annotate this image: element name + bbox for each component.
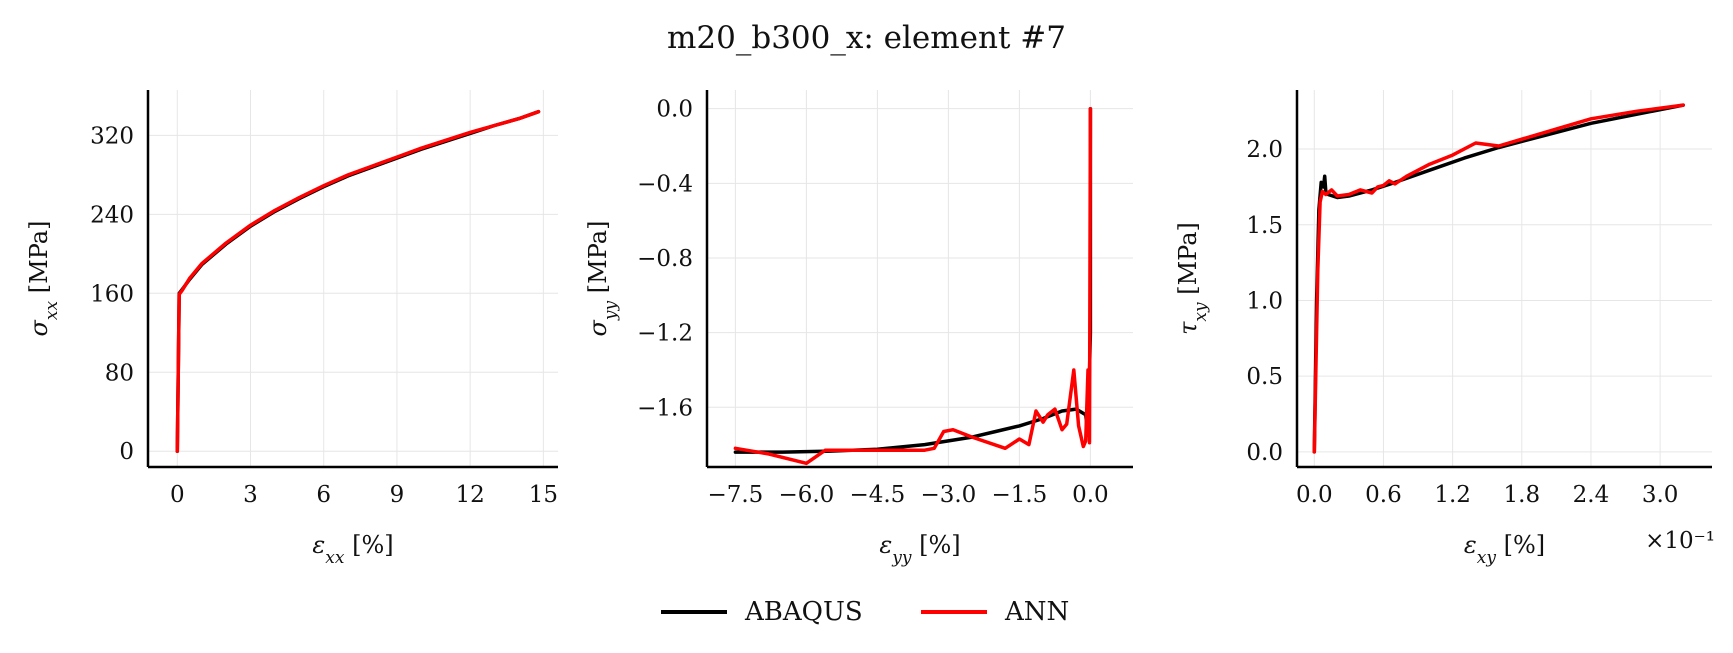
legend-item-abaqus: ABAQUS (661, 592, 863, 632)
series-line-abaqus-txy (1312, 103, 1685, 454)
x-tick-label-sxx-3: 9 (390, 482, 405, 508)
series-line-abaqus-sxx (175, 109, 541, 453)
x-tick-label-txy-5: 3.0 (1642, 482, 1679, 508)
legend-item-ann: ANN (921, 592, 1069, 632)
legend-line-abaqus (661, 610, 727, 614)
y-axis-label-txy: τxy [MPa] (1174, 222, 1211, 335)
chart-panel-sxx: 0 3 6 9 12 15 0 80 160 240 320 εxx [%] σxx [MPa] (25, 90, 558, 568)
y-tick-label-syy-3: −1.2 (637, 321, 693, 347)
y-tick-label-sxx-2: 160 (90, 281, 134, 307)
y-tick-label-txy-4: 2.0 (1246, 137, 1283, 163)
x-tick-label-txy-0: 0.0 (1296, 482, 1333, 508)
figure-title: m20_b300_x: element #7 (667, 20, 1066, 56)
x-tick-label-syy-4: −1.5 (991, 482, 1047, 508)
y-tick-label-sxx-1: 80 (105, 360, 134, 386)
x-tick-label-syy-5: 0.0 (1072, 482, 1109, 508)
y-tick-label-syy-4: −1.6 (637, 395, 693, 421)
x-axis-label-txy: εxy [%] (1464, 531, 1545, 568)
y-tick-label-syy-0: 0.0 (656, 97, 693, 123)
x-axis-label-syy: εyy [%] (879, 531, 960, 568)
y-axis-label-sxx: σxx [MPa] (25, 221, 62, 337)
y-tick-label-sxx-3: 240 (90, 202, 134, 228)
x-tick-label-syy-0: −7.5 (707, 482, 763, 508)
legend-label-abaqus: ABAQUS (745, 597, 863, 627)
x-tick-label-sxx-0: 0 (170, 482, 185, 508)
y-tick-label-txy-3: 1.5 (1246, 213, 1283, 239)
legend-label-ann: ANN (1005, 597, 1070, 627)
x-tick-label-txy-4: 2.4 (1573, 482, 1610, 508)
legend: ABAQUS ANN (0, 592, 1733, 632)
x-tick-label-txy-1: 0.6 (1365, 482, 1402, 508)
y-axis-label-syy: σyy [MPa] (584, 221, 621, 337)
x-tick-label-syy-2: −4.5 (849, 482, 905, 508)
x-tick-label-sxx-1: 3 (243, 482, 258, 508)
y-tick-label-syy-1: −0.4 (637, 171, 693, 197)
series-line-ann-sxx (175, 109, 541, 453)
series-line-abaqus-syy (733, 106, 1093, 454)
x-tick-label-txy-3: 1.8 (1504, 482, 1541, 508)
x-axis-label-sxx: εxx [%] (312, 531, 393, 568)
y-tick-label-sxx-4: 320 (90, 123, 134, 149)
chart-panel-txy: 0.0 0.6 1.2 1.8 2.4 3.0 0.0 0.5 1.0 1.5 2.0 εxy [%]… (1174, 90, 1715, 568)
y-tick-label-txy-2: 1.0 (1246, 288, 1283, 314)
y-tick-label-txy-1: 0.5 (1246, 364, 1283, 390)
y-tick-label-syy-2: −0.8 (637, 246, 693, 272)
series-line-ann-txy (1312, 103, 1685, 454)
y-tick-label-sxx-0: 0 (119, 439, 134, 465)
x-tick-label-sxx-4: 12 (456, 482, 485, 508)
chart-panel-syy: −7.5 −6.0 −4.5 −3.0 −1.5 0.0 0.0 −0.4 −0.8 −1.2 −1… (584, 90, 1133, 568)
x-tick-label-syy-3: −3.0 (920, 482, 976, 508)
x-tick-label-sxx-2: 6 (316, 482, 331, 508)
x-axis-multiplier-txy: ×10⁻¹ (1645, 528, 1715, 554)
y-tick-label-txy-0: 0.0 (1246, 440, 1283, 466)
x-tick-label-sxx-5: 15 (529, 482, 558, 508)
series-line-ann-syy (733, 106, 1093, 466)
legend-line-ann (921, 610, 987, 614)
x-tick-label-txy-2: 1.2 (1434, 482, 1471, 508)
x-tick-label-syy-1: −6.0 (778, 482, 834, 508)
